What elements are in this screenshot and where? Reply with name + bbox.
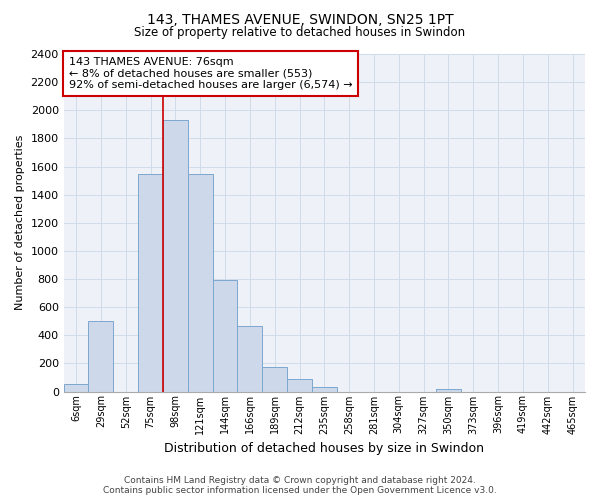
Bar — [287, 379, 312, 392]
Text: 143, THAMES AVENUE, SWINDON, SN25 1PT: 143, THAMES AVENUE, SWINDON, SN25 1PT — [146, 12, 454, 26]
Text: Size of property relative to detached houses in Swindon: Size of property relative to detached ho… — [134, 26, 466, 39]
Bar — [188, 174, 212, 392]
X-axis label: Distribution of detached houses by size in Swindon: Distribution of detached houses by size … — [164, 442, 484, 455]
Bar — [238, 326, 262, 392]
Y-axis label: Number of detached properties: Number of detached properties — [15, 135, 25, 310]
Bar — [88, 321, 113, 392]
Text: 143 THAMES AVENUE: 76sqm
← 8% of detached houses are smaller (553)
92% of semi-d: 143 THAMES AVENUE: 76sqm ← 8% of detache… — [68, 57, 352, 90]
Bar — [436, 388, 461, 392]
Bar — [64, 384, 88, 392]
Bar — [163, 120, 188, 392]
Bar — [212, 280, 238, 392]
Bar — [138, 174, 163, 392]
Text: Contains HM Land Registry data © Crown copyright and database right 2024.
Contai: Contains HM Land Registry data © Crown c… — [103, 476, 497, 495]
Bar — [262, 367, 287, 392]
Bar — [312, 388, 337, 392]
